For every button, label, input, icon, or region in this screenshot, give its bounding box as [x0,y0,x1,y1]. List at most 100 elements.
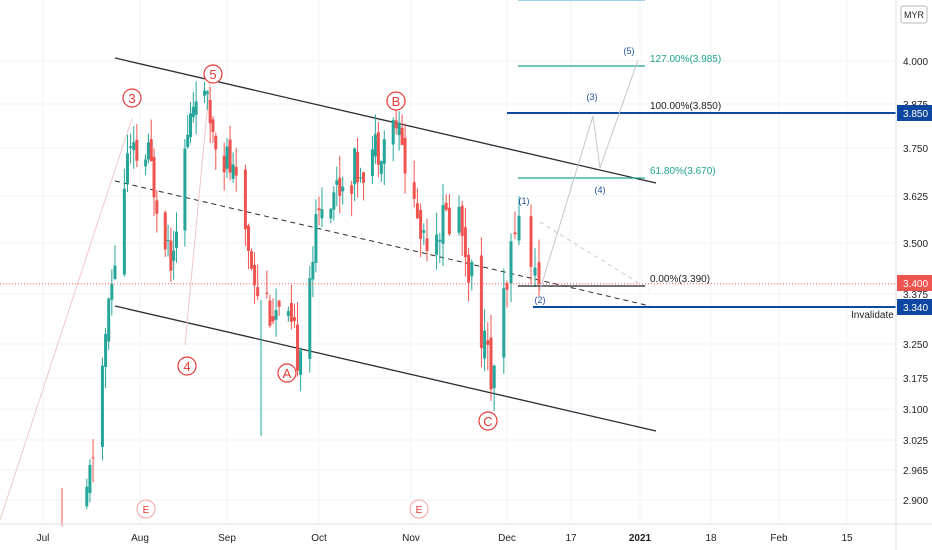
candle-down [529,216,533,267]
candle-down [289,302,293,322]
wave-labels: 3 5 4 B A C (1) (2) (3) (4) (5) E E Invalidate [122,46,894,519]
candle-down [362,172,366,183]
x-tick-label: Jul [37,533,50,544]
currency-badge [900,5,928,24]
candle-down [350,185,354,194]
candle-up [329,208,333,219]
candle-up [533,267,537,276]
event-marker-label: E [143,505,150,516]
grid-lines [0,0,896,524]
candle-down [211,119,215,132]
candle-up [438,239,442,242]
candle-down [447,207,451,235]
channel-mid-line [114,180,651,307]
event-marker-circle [409,499,429,519]
candle-up [125,153,129,184]
candlestick-series[interactable] [61,81,541,526]
candle-up [517,215,521,241]
candle-down [214,135,218,150]
event-marker-label: E [416,505,423,516]
candle-down [460,205,464,236]
candle-down [228,139,232,173]
wave-label-blue: (2) [535,295,546,305]
fib-level-label: 0.00%(3.390) [650,274,710,285]
candle-down [505,283,509,290]
candle-up [144,159,148,167]
projection-dashed-line [539,221,651,291]
x-tick-label: 2021 [629,533,652,544]
candle-down [513,232,517,235]
candle-up [492,365,496,389]
candle-up [231,164,235,179]
candle-up [299,350,303,375]
price-badge [897,275,932,291]
candle-down [317,208,321,211]
candle-up [470,261,474,277]
projected-wave-path [539,59,639,291]
candle-up [379,161,383,174]
candle-down [444,202,448,210]
candle-down [155,200,159,214]
wave-label-red: B [392,94,401,109]
candle-down [234,166,238,176]
candle-down [489,337,493,390]
candle-down [419,209,423,239]
candle-down [376,132,380,165]
candle-down [296,324,300,371]
x-tick-label: Dec [498,533,516,544]
wave-label-blue: (1) [519,196,530,206]
wave-label-red: A [283,366,292,381]
x-tick-label: Oct [311,533,327,544]
y-tick-label: 3.025 [903,436,928,447]
y-tick-label: 3.375 [903,290,928,301]
candle-down [338,177,342,196]
candle-up [391,119,395,145]
candle-up [483,330,487,359]
price-badge-label: 3.850 [903,109,928,120]
candle-up [397,122,401,136]
event-marker-circle [136,499,156,519]
y-tick-label: 3.175 [903,374,928,385]
candle-down [277,300,281,307]
candle-down [415,203,419,219]
y-tick-label: 2.900 [903,496,928,507]
candle-down [403,137,407,174]
candle-up [509,241,513,284]
candle-down [256,287,260,297]
candle-up [370,149,374,177]
candle-down [265,292,269,295]
candle-up [422,230,426,233]
candle-down [243,169,247,230]
price-badge [897,299,932,315]
candle-up [502,288,506,358]
currency-badge-label: MYR [904,10,925,20]
candle-down [246,225,250,251]
candle-up [104,333,108,367]
y-tick-label: 3.250 [903,340,928,351]
x-tick-label: Sep [218,533,236,544]
candle-down [486,340,490,345]
candle-up [332,192,336,210]
candle-down [463,227,467,258]
candle-down [400,127,404,145]
candle-up [341,186,345,192]
x-tick-label: Feb [770,533,788,544]
candle-up [122,188,126,275]
candle-up [189,113,193,138]
candle-down [292,317,296,321]
wave-label-red: 4 [183,359,190,374]
candle-up [183,148,187,231]
wave-label-red-circle [203,64,223,84]
candle-down [152,156,156,198]
candle-up [359,177,363,179]
x-tick-label: Nov [402,533,420,544]
candle-up [441,205,445,244]
candle-down [149,139,153,161]
candle-up [320,209,324,219]
candle-up [146,142,150,160]
wave-label-red-circle [122,88,142,108]
candle-down [467,254,471,283]
wave-label-red-circle [177,356,197,376]
wave-label-blue: (3) [587,92,598,102]
